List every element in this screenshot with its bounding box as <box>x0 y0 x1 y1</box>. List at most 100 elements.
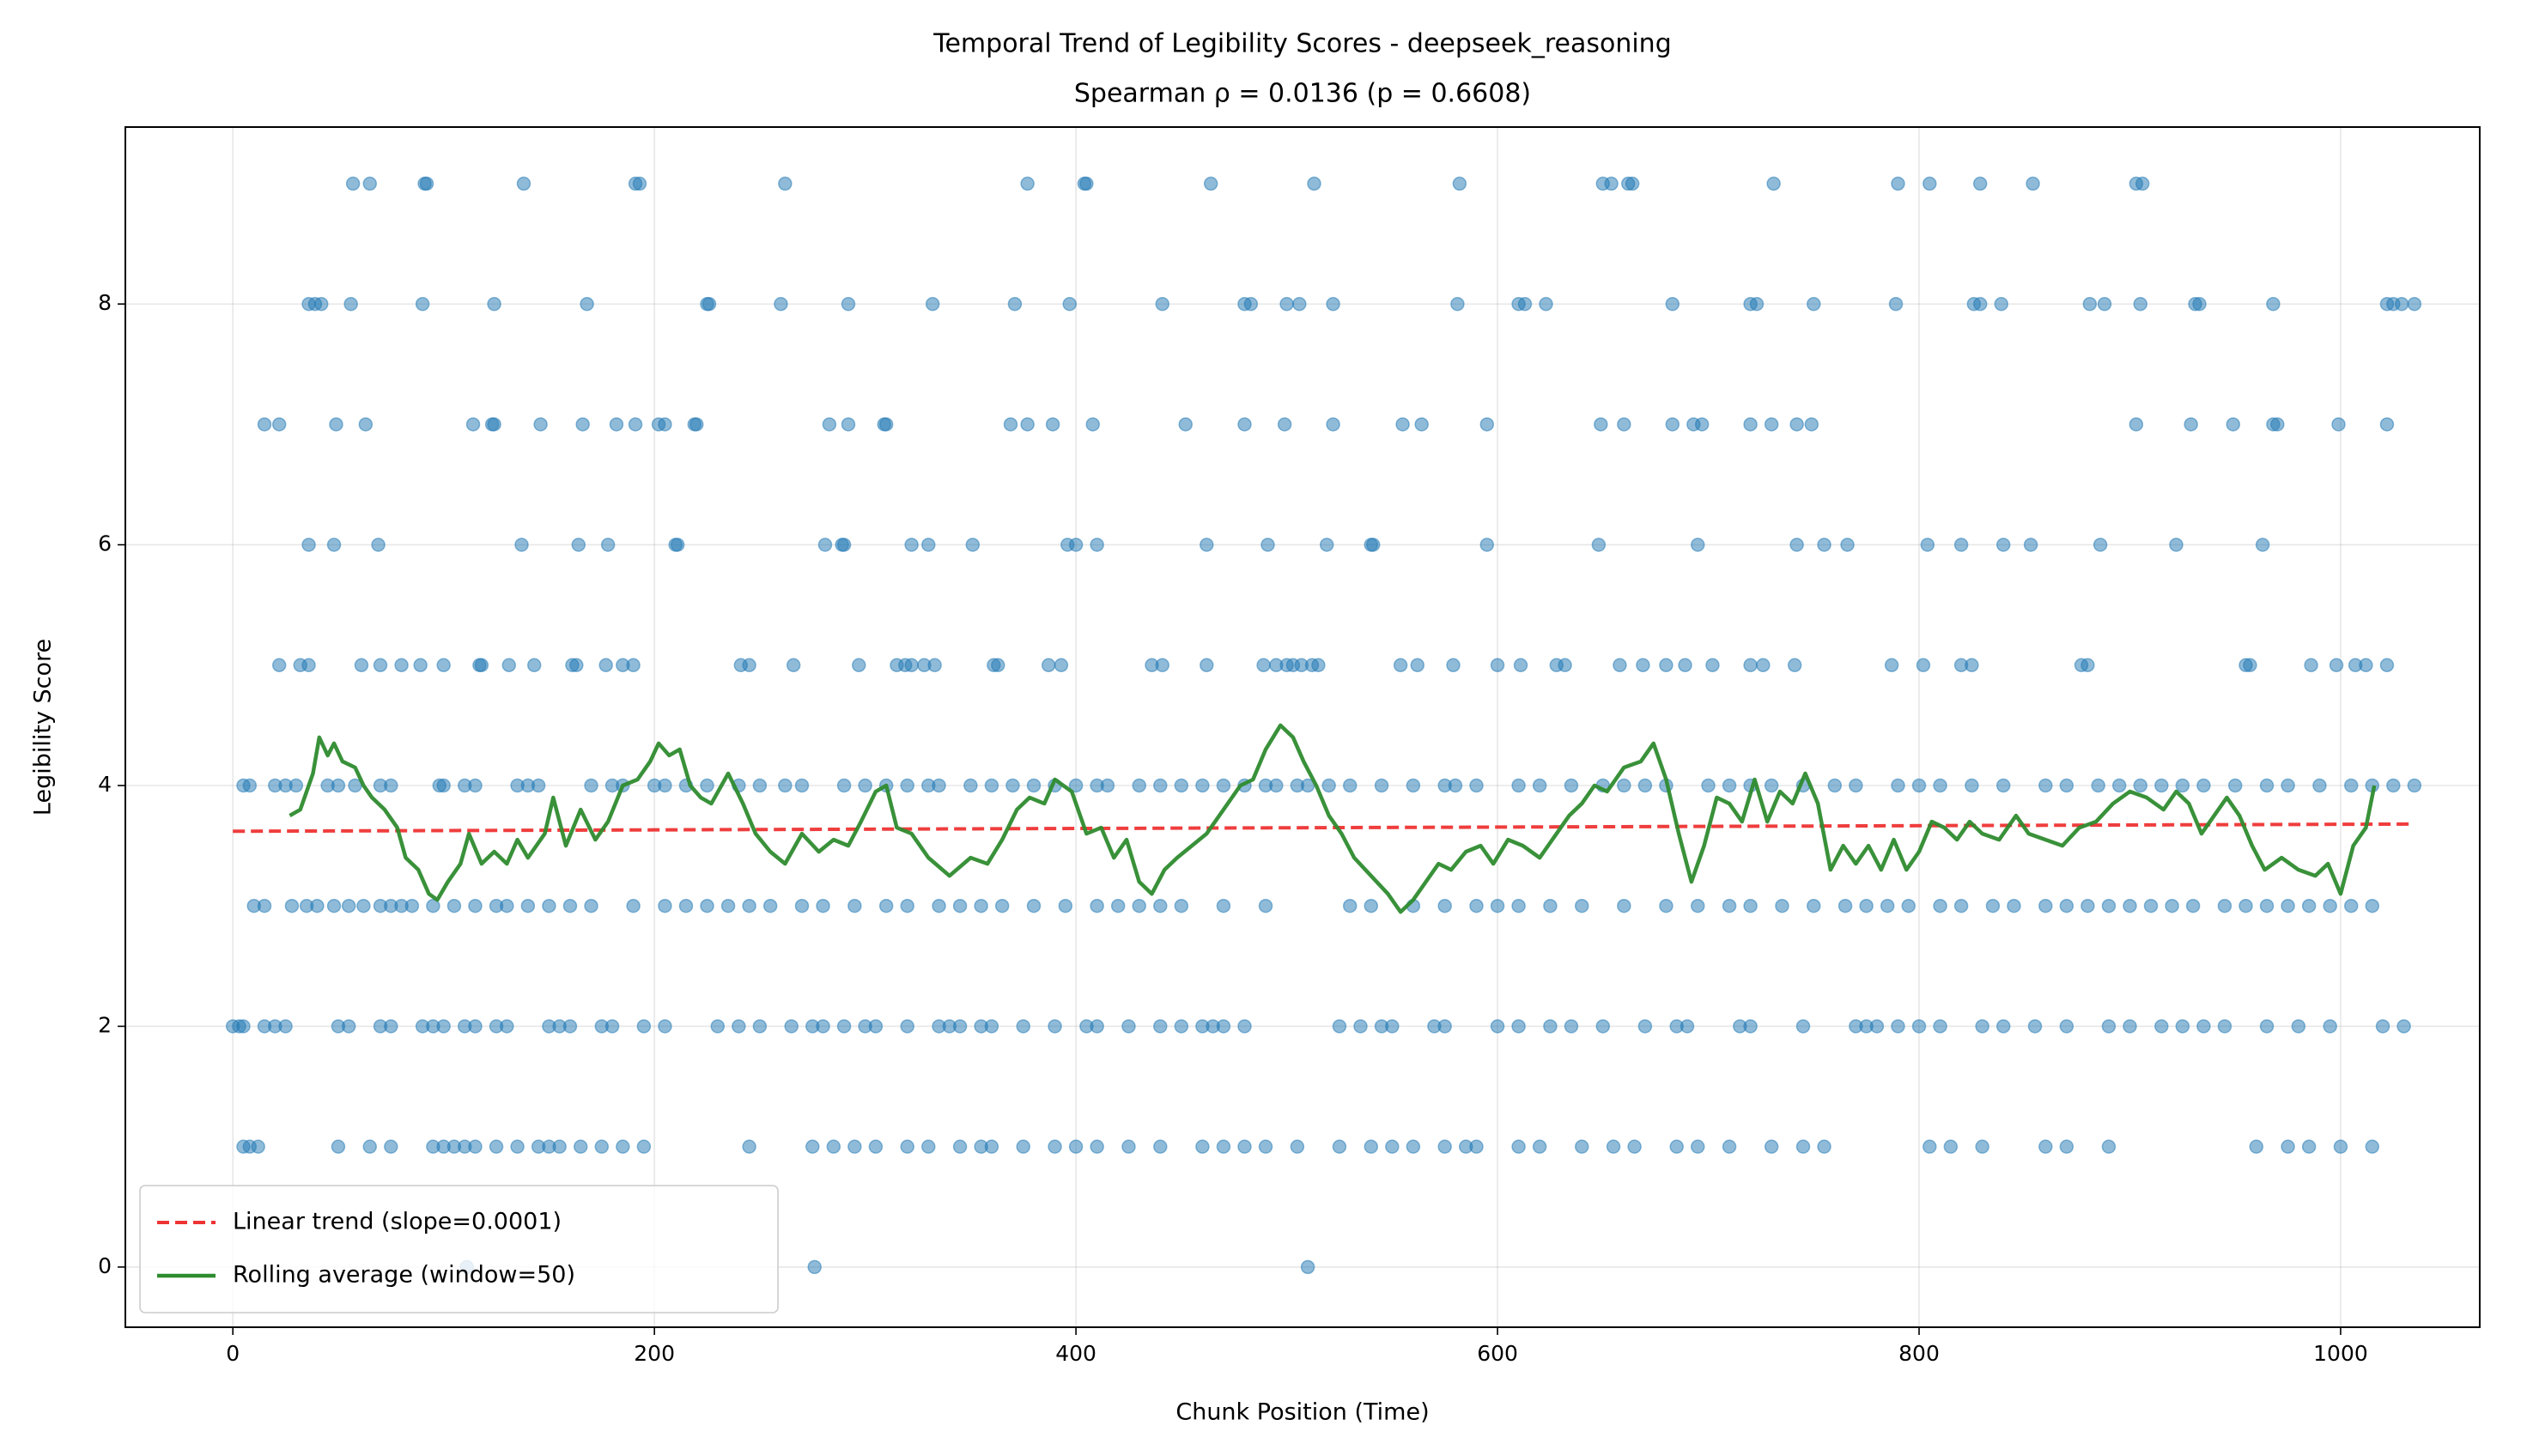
data-point <box>778 778 793 793</box>
data-point <box>1564 1019 1579 1034</box>
data-point <box>468 778 483 793</box>
data-point <box>2365 1139 2380 1154</box>
data-point <box>1007 296 1023 312</box>
data-point <box>1691 537 1705 552</box>
data-point <box>584 898 598 913</box>
data-point <box>1319 537 1334 552</box>
data-point <box>520 898 536 913</box>
chart-subtitle: Spearman ρ = 0.0136 (p = 0.6608) <box>1074 79 1531 109</box>
data-point <box>1048 1139 1062 1154</box>
data-point <box>271 417 287 432</box>
data-point <box>1058 898 1073 913</box>
data-point <box>1048 1019 1062 1034</box>
data-point <box>1911 1019 1927 1034</box>
data-point <box>1090 1019 1104 1034</box>
data-point <box>1200 658 1214 673</box>
data-point <box>468 1139 483 1154</box>
data-point <box>2304 658 2318 673</box>
data-point <box>900 778 914 793</box>
data-point <box>371 537 386 552</box>
data-point <box>1888 296 1904 312</box>
data-point <box>284 898 300 913</box>
data-point <box>1995 1019 2011 1034</box>
data-point <box>1479 417 1495 432</box>
data-point <box>1342 898 1358 913</box>
data-point <box>2249 1139 2264 1154</box>
data-point <box>1743 1019 1758 1034</box>
data-point <box>2281 1139 2295 1154</box>
data-point <box>468 1019 483 1034</box>
data-point <box>1200 537 1214 552</box>
data-point <box>1269 778 1284 793</box>
data-point <box>2091 778 2105 793</box>
data-point <box>1743 417 1758 432</box>
data-point <box>373 658 388 673</box>
data-point <box>2396 1019 2411 1034</box>
data-point <box>752 778 768 793</box>
data-point <box>1216 1139 1231 1154</box>
data-point <box>487 417 501 432</box>
data-point <box>1216 1019 1231 1034</box>
data-point <box>1016 1139 1030 1154</box>
data-point <box>1933 778 1947 793</box>
data-point <box>868 1139 884 1154</box>
data-point <box>868 1019 884 1034</box>
data-point <box>678 898 694 913</box>
x-tick-label: 800 <box>1898 1341 1940 1366</box>
data-point <box>816 1019 830 1034</box>
y-tick-label: 2 <box>98 1012 112 1037</box>
legend-box <box>139 1185 779 1313</box>
data-point <box>2344 898 2359 913</box>
data-point <box>1437 1019 1452 1034</box>
data-point <box>1972 296 1988 312</box>
data-point <box>1490 658 1505 673</box>
data-point <box>2365 898 2380 913</box>
legend-label: Linear trend (slope=0.0001) <box>233 1209 562 1235</box>
data-point <box>1258 898 1273 913</box>
data-point <box>1807 296 1821 312</box>
data-point <box>762 898 778 913</box>
data-point <box>1513 658 1528 673</box>
data-point <box>1292 296 1307 312</box>
data-point <box>2226 417 2241 432</box>
data-point <box>257 898 272 913</box>
data-point <box>1837 898 1853 913</box>
data-point <box>1691 898 1705 913</box>
data-point <box>700 898 714 913</box>
data-point <box>356 898 371 913</box>
data-point <box>2080 898 2095 913</box>
data-point <box>1364 1139 1379 1154</box>
data-point <box>1041 658 1056 673</box>
data-point <box>1891 778 1905 793</box>
data-point <box>2059 778 2074 793</box>
data-point <box>900 1019 914 1034</box>
data-point <box>1795 1019 1811 1034</box>
data-point <box>573 1139 588 1154</box>
data-point <box>670 537 685 552</box>
data-point <box>1789 417 1804 432</box>
data-point <box>1722 898 1737 913</box>
data-point <box>1665 296 1680 312</box>
data-point <box>2270 417 2285 432</box>
data-point <box>658 1019 672 1034</box>
data-point <box>1511 1019 1526 1034</box>
data-point <box>1564 778 1579 793</box>
data-point <box>963 778 978 793</box>
data-point <box>1195 778 1210 793</box>
data-point <box>2359 658 2373 673</box>
data-point <box>580 296 594 312</box>
data-point <box>2323 1019 2337 1034</box>
data-point <box>1749 296 1764 312</box>
data-point <box>2329 658 2344 673</box>
data-point <box>1364 898 1379 913</box>
data-point <box>1694 417 1710 432</box>
data-point <box>1020 417 1035 432</box>
data-point <box>552 1139 567 1154</box>
data-point <box>1090 537 1104 552</box>
data-point <box>1153 1139 1168 1154</box>
data-point <box>858 778 872 793</box>
data-point <box>446 898 462 913</box>
data-point <box>794 898 810 913</box>
data-point <box>1627 1139 1642 1154</box>
data-point <box>326 537 342 552</box>
